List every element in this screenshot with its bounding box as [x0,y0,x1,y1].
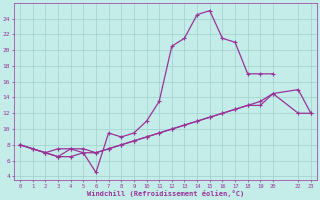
X-axis label: Windchill (Refroidissement éolien,°C): Windchill (Refroidissement éolien,°C) [87,190,244,197]
